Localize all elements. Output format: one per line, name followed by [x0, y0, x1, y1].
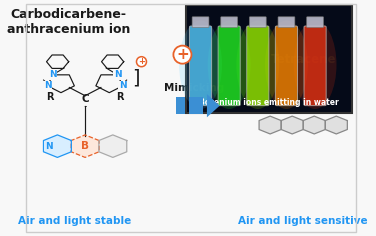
- Text: ]: ]: [132, 69, 139, 88]
- Text: +: +: [176, 47, 189, 62]
- Text: Tetracene: Tetracene: [270, 53, 336, 66]
- FancyBboxPatch shape: [275, 26, 297, 106]
- Ellipse shape: [208, 21, 250, 109]
- Text: Borenium ions emitting in water: Borenium ions emitting in water: [199, 98, 339, 107]
- Ellipse shape: [237, 21, 279, 109]
- Text: Air and light sensitive: Air and light sensitive: [238, 216, 368, 226]
- FancyBboxPatch shape: [304, 26, 326, 106]
- Polygon shape: [71, 135, 99, 157]
- Text: C: C: [81, 94, 89, 104]
- Polygon shape: [99, 135, 127, 157]
- Text: N: N: [119, 81, 126, 90]
- FancyBboxPatch shape: [307, 17, 323, 27]
- Text: R: R: [47, 92, 54, 102]
- FancyBboxPatch shape: [194, 97, 203, 114]
- Ellipse shape: [179, 21, 222, 109]
- Polygon shape: [47, 55, 69, 68]
- Polygon shape: [259, 116, 281, 134]
- Text: Air and light stable: Air and light stable: [18, 216, 132, 226]
- Text: N: N: [49, 70, 56, 79]
- Polygon shape: [102, 55, 124, 68]
- FancyBboxPatch shape: [249, 17, 266, 27]
- FancyBboxPatch shape: [186, 5, 352, 113]
- Polygon shape: [303, 116, 325, 134]
- Text: +: +: [138, 57, 145, 66]
- FancyBboxPatch shape: [190, 97, 199, 114]
- FancyBboxPatch shape: [278, 17, 295, 27]
- Polygon shape: [207, 94, 220, 117]
- Polygon shape: [44, 135, 71, 157]
- FancyBboxPatch shape: [190, 26, 212, 106]
- Ellipse shape: [294, 21, 337, 109]
- Text: N: N: [114, 70, 121, 79]
- FancyBboxPatch shape: [176, 97, 185, 114]
- FancyBboxPatch shape: [247, 26, 269, 106]
- Text: N: N: [44, 81, 52, 90]
- Ellipse shape: [265, 21, 308, 109]
- FancyBboxPatch shape: [218, 26, 240, 106]
- FancyBboxPatch shape: [221, 17, 238, 27]
- Text: ··: ··: [83, 105, 87, 110]
- Text: R: R: [116, 92, 124, 102]
- Polygon shape: [325, 116, 347, 134]
- Text: Mimicking: Mimicking: [164, 83, 224, 93]
- Polygon shape: [281, 116, 303, 134]
- Text: Carbodicarbene-
anthracenium ion: Carbodicarbene- anthracenium ion: [7, 8, 130, 36]
- Text: B: B: [81, 141, 89, 151]
- Text: N: N: [45, 142, 52, 151]
- FancyBboxPatch shape: [192, 17, 209, 27]
